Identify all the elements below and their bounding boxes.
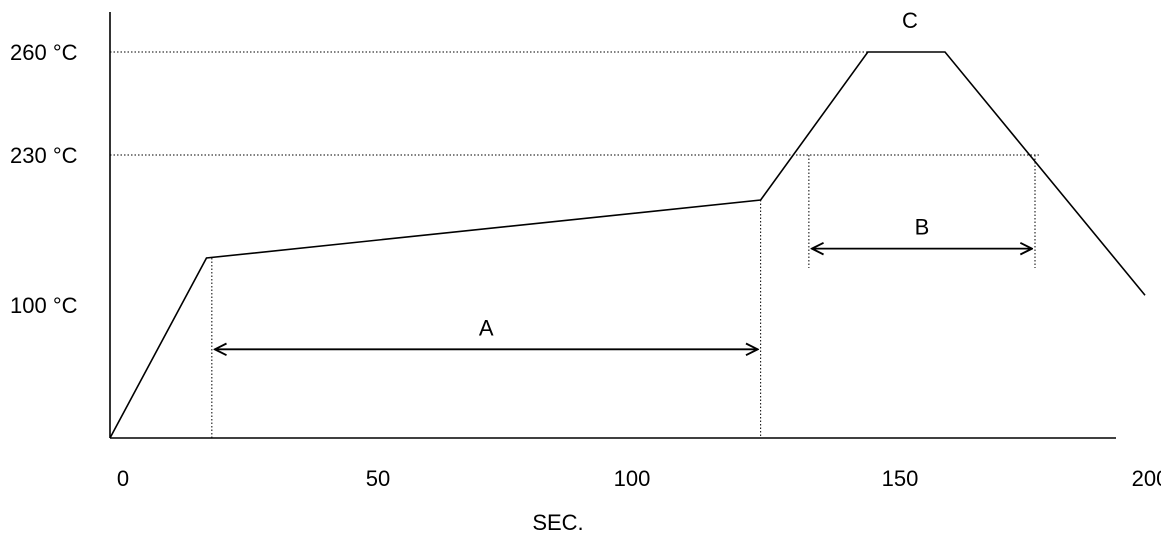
x-tick-label-100: 100 xyxy=(614,466,651,491)
y-tick-label-260: 260 °C xyxy=(10,40,78,65)
annotation-C: C xyxy=(902,8,918,33)
x-tick-label-150: 150 xyxy=(882,466,919,491)
x-tick-label-0: 0 xyxy=(117,466,129,491)
y-tick-label-100: 100 °C xyxy=(10,293,78,318)
x-axis-label: SEC. xyxy=(532,510,583,535)
x-tick-label-200: 200 xyxy=(1132,466,1161,491)
annotation-A: A xyxy=(479,315,494,340)
x-tick-label-50: 50 xyxy=(366,466,390,491)
y-tick-label-230: 230 °C xyxy=(10,143,78,168)
series-line-0 xyxy=(109,51,1146,439)
annotation-B: B xyxy=(915,215,930,240)
